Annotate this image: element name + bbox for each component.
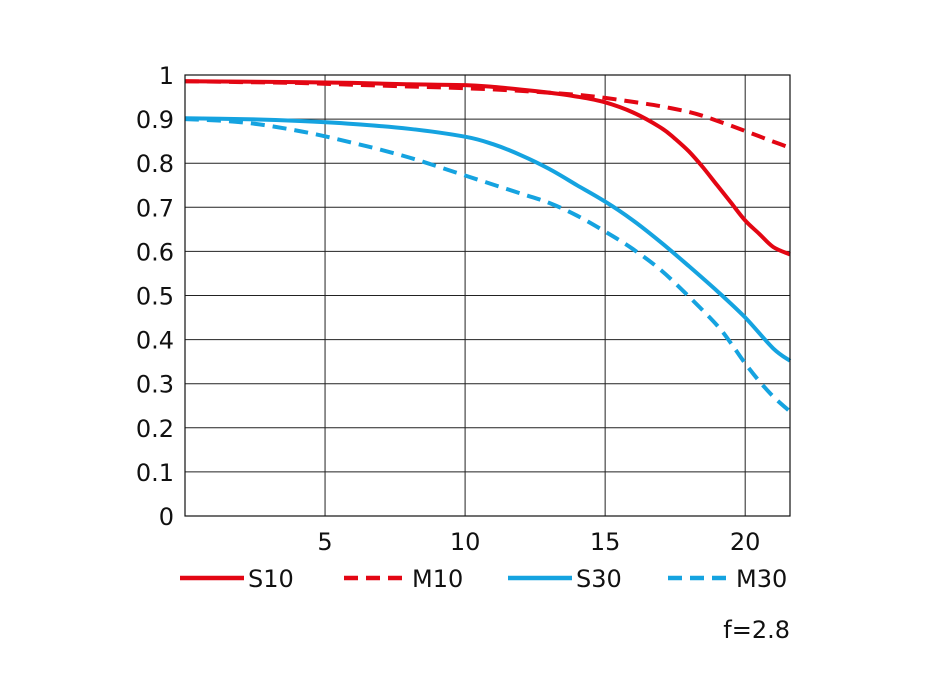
y-tick-label: 0.1 xyxy=(136,459,174,487)
y-tick-label: 0.4 xyxy=(136,327,174,355)
y-tick-label: 1 xyxy=(159,62,174,90)
y-tick-label: 0.3 xyxy=(136,371,174,399)
y-tick-label: 0.5 xyxy=(136,283,174,311)
y-tick-label: 0 xyxy=(159,503,174,531)
y-tick-label: 0.8 xyxy=(136,150,174,178)
y-tick-label: 0.6 xyxy=(136,238,174,266)
legend-label-s30: S30 xyxy=(576,565,622,593)
y-tick-label: 0.2 xyxy=(136,415,174,443)
x-tick-label: 10 xyxy=(450,528,481,556)
legend-label-m30: M30 xyxy=(736,565,787,593)
series-lines xyxy=(184,79,792,413)
tick-labels: 00.10.20.30.40.50.60.70.80.915 10 15 20 xyxy=(136,62,761,556)
series-line-s10 xyxy=(184,79,791,257)
legend-label-s10: S10 xyxy=(248,565,294,593)
series-line-s30 xyxy=(184,116,792,363)
x-tick-label: 15 xyxy=(590,528,621,556)
y-tick-label: 0.7 xyxy=(136,194,174,222)
series-line-m10 xyxy=(184,79,791,150)
legend-label-m10: M10 xyxy=(412,565,463,593)
plot-border xyxy=(184,74,791,517)
grid xyxy=(185,75,790,516)
aperture-annotation: f=2.8 xyxy=(723,616,790,644)
legend: S10 M10 S30 M30 xyxy=(180,565,787,593)
x-tick-label: 20 xyxy=(730,528,761,556)
x-tick-label: 5 xyxy=(317,528,332,556)
y-tick-label: 0.9 xyxy=(136,106,174,134)
